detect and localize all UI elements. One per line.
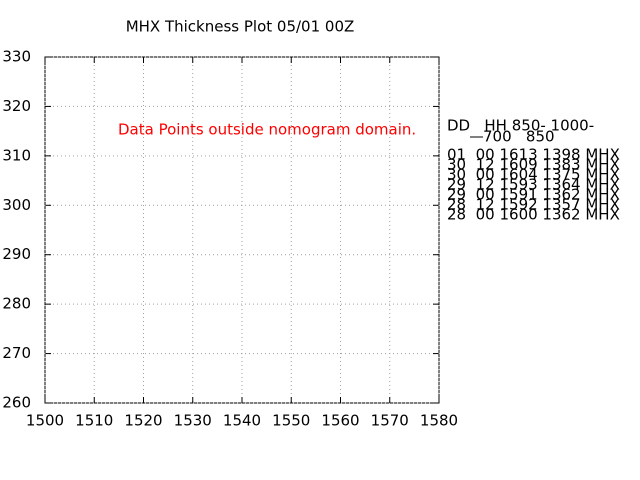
x-tick-label: 1540 (223, 412, 261, 430)
y-tick-label: 330 (2, 48, 31, 66)
x-tick-label: 1520 (124, 412, 162, 430)
table-row: 01 00 1613 1398 MHX (447, 146, 620, 164)
table-row: 30 12 1609 1383 MHX (447, 156, 620, 174)
table-row: 29 12 1593 1364 MHX (447, 176, 620, 194)
y-tick-label: 260 (2, 394, 31, 412)
x-tick-label: 1530 (174, 412, 212, 430)
table-row: 30 00 1604 1375 MHX (447, 166, 620, 184)
x-tick-label: 1560 (321, 412, 359, 430)
x-tick-label: 1510 (75, 412, 113, 430)
x-tick-label: 1550 (272, 412, 310, 430)
y-tick-label: 280 (2, 295, 31, 313)
y-tick-label: 290 (2, 245, 31, 263)
x-tick-label: 1500 (26, 412, 64, 430)
table-row: 28 12 1592 1357 MHX (447, 196, 620, 214)
y-tick-label: 300 (2, 196, 31, 214)
annotation: Data Points outside nomogram domain. (118, 121, 416, 139)
x-tick-label: 1570 (371, 412, 409, 430)
x-tick-label: 1580 (420, 412, 458, 430)
table-header: DD HH 850- 1000- (447, 117, 594, 135)
y-tick-label: 310 (2, 146, 31, 164)
table-row: 28 00 1600 1362 MHX (447, 206, 620, 224)
y-tick-label: 320 (2, 97, 31, 115)
table-row: 29 00 1591 1362 MHX (447, 186, 620, 204)
table-header: 700 850 (483, 128, 555, 146)
y-tick-label: 270 (2, 344, 31, 362)
chart-title: MHX Thickness Plot 05/01 00Z (126, 18, 355, 36)
